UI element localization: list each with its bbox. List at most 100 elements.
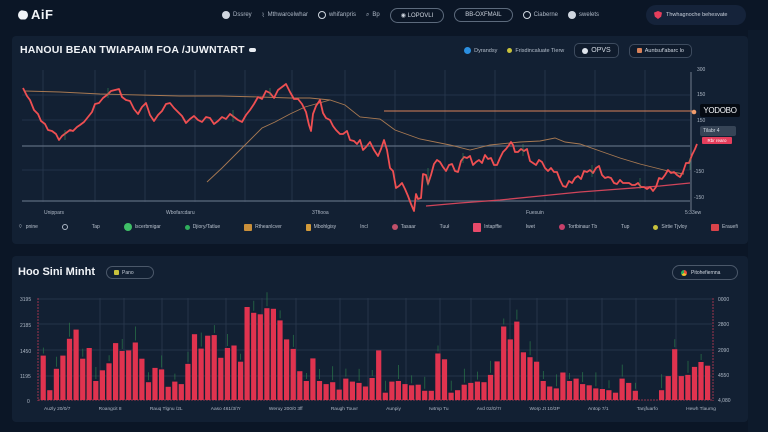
volume-bar xyxy=(586,385,592,400)
x-label: Antop 7/1 xyxy=(588,407,609,412)
auto-scale-button[interactable]: Auntsuf'abarc lo xyxy=(628,43,692,58)
volume-bar xyxy=(593,388,599,400)
volume-bar xyxy=(139,358,145,400)
volume-bar xyxy=(455,390,461,400)
x-tick: Fuesuin xyxy=(526,210,544,216)
x-label: Aunpiy xyxy=(386,407,401,412)
circle-icon xyxy=(61,224,68,230)
volume-bar xyxy=(356,382,362,400)
volume-bar xyxy=(132,342,138,400)
volume-bar xyxy=(362,386,369,400)
indicator-9[interactable]: Tuuł xyxy=(440,224,450,230)
indicator-label: Intapffie xyxy=(484,224,502,230)
app-icon xyxy=(473,222,482,232)
legend-item-1[interactable]: Dyrandsy xyxy=(464,47,497,54)
indicator-label: Mbohlgisy xyxy=(313,224,337,230)
volume-bar xyxy=(310,358,316,400)
alert-pill[interactable]: Thwhagnoche behesvate xyxy=(646,5,746,25)
volume-bar xyxy=(422,390,428,400)
indicator-2[interactable]: Tap xyxy=(92,224,100,230)
indicator-label: Tasaar xyxy=(400,224,416,230)
volume-bar xyxy=(672,349,678,400)
volume-bar xyxy=(290,348,296,400)
y-tick-right: 0000 xyxy=(718,297,729,303)
indicator-13[interactable]: Tup xyxy=(621,224,629,230)
volume-bar xyxy=(619,378,625,400)
legend-item-2[interactable]: Frisdincaluate Tierw xyxy=(507,48,564,54)
x-label: Rauq Tlgnu /2L xyxy=(149,407,183,412)
volume-bar xyxy=(126,350,132,400)
options-button[interactable]: OPVS xyxy=(574,43,619,58)
indicator-1[interactable] xyxy=(61,224,68,230)
whatsapp-icon xyxy=(123,223,132,231)
volume-bar xyxy=(481,382,487,400)
volume-bar xyxy=(547,386,553,400)
x-label: Auzly 20/0/7 xyxy=(44,407,71,412)
price-grid xyxy=(22,70,690,202)
price-sub-label: Tilabr 4 xyxy=(700,126,736,136)
dot-icon xyxy=(653,224,659,230)
volume-bar xyxy=(560,372,566,400)
current-price-tag: YODOBO xyxy=(700,104,740,117)
indicator-10[interactable]: Intapffie xyxy=(473,222,502,232)
y-tick: -150 xyxy=(694,195,704,201)
volume-bar xyxy=(487,374,494,400)
indicator-14[interactable]: Sirtie Tjvloy xyxy=(653,224,687,230)
shield-icon xyxy=(654,11,662,19)
volume-bar xyxy=(218,357,224,400)
indicator-12[interactable]: Tortbinaur Tb xyxy=(558,224,597,230)
nav-extra-0[interactable]: Ciaberne xyxy=(522,11,558,19)
app-logo[interactable]: AiF xyxy=(18,7,53,22)
volume-bar xyxy=(159,369,165,400)
indicator-label: Erauefi xyxy=(721,224,738,230)
volume-bar xyxy=(395,381,401,400)
chart-icon: ⌇ xyxy=(261,12,265,19)
volume-bar xyxy=(507,339,513,400)
volume-bar xyxy=(612,392,619,400)
volume-bar xyxy=(474,381,480,400)
indicator-3[interactable]: Iscerbmigar xyxy=(123,223,161,231)
indicator-0[interactable]: ⌔ pnine xyxy=(18,224,38,230)
right-edge-gutter xyxy=(748,30,768,432)
volume-bar xyxy=(172,381,178,400)
nav-item-2[interactable]: whifanpris xyxy=(317,11,356,19)
nav-item-3[interactable]: ⌕ Bp xyxy=(366,12,380,19)
indicator-15[interactable]: Erauefi xyxy=(710,223,738,231)
indicator-7[interactable]: Incl xyxy=(360,224,368,230)
volume-bar xyxy=(211,335,217,400)
y-tick-right: 4550 xyxy=(718,373,729,379)
x-label: Roangcit 8 xyxy=(98,407,122,412)
nav-extra-1[interactable]: swelets xyxy=(568,11,599,19)
square-icon xyxy=(305,223,311,231)
volume-bar xyxy=(461,384,467,400)
nav-pill-2[interactable]: BB-OXFMAIL xyxy=(454,8,513,22)
volume-bar xyxy=(494,361,500,400)
x-tick: Unippars xyxy=(44,210,65,216)
volume-options-button[interactable]: Pitohefiernna xyxy=(672,265,738,280)
volume-bar xyxy=(80,358,86,400)
nav-pill-1[interactable]: ◉ LOPOVLI xyxy=(389,7,445,23)
indicator-4[interactable]: Djiory/Tatlue xyxy=(184,224,220,230)
volume-bar xyxy=(448,392,454,400)
indicator-5[interactable]: Rtheanlcver xyxy=(244,223,282,231)
volume-bar xyxy=(580,384,586,400)
x-label: Avd 02/0/7r xyxy=(476,407,502,412)
indicator-6[interactable]: Mbohlgisy xyxy=(305,223,337,231)
settings-icon xyxy=(522,11,531,19)
nav-item-1[interactable]: ⌇ Mthwarcelwhar xyxy=(262,12,308,19)
nav-item-label: Bp xyxy=(372,12,380,18)
volume-tag-pill[interactable]: Pano xyxy=(106,266,154,279)
indicator-label: Tuuł xyxy=(439,224,450,230)
x-label: Raugh Touvr xyxy=(330,407,358,412)
volume-bar xyxy=(409,385,415,400)
indicator-11[interactable]: Iwet xyxy=(526,224,535,230)
price-chart-panel: HANOUI BEAN TWIAPAIM FOA /JUWNTART Dyran… xyxy=(12,36,748,244)
indicator-8[interactable]: Tasaar xyxy=(391,224,416,230)
y-tick: 300 xyxy=(697,67,706,73)
volume-bar xyxy=(705,365,711,400)
flag-icon xyxy=(244,223,253,231)
nav-item-0[interactable]: Dssrey xyxy=(222,11,252,19)
volume-bar xyxy=(573,378,579,400)
